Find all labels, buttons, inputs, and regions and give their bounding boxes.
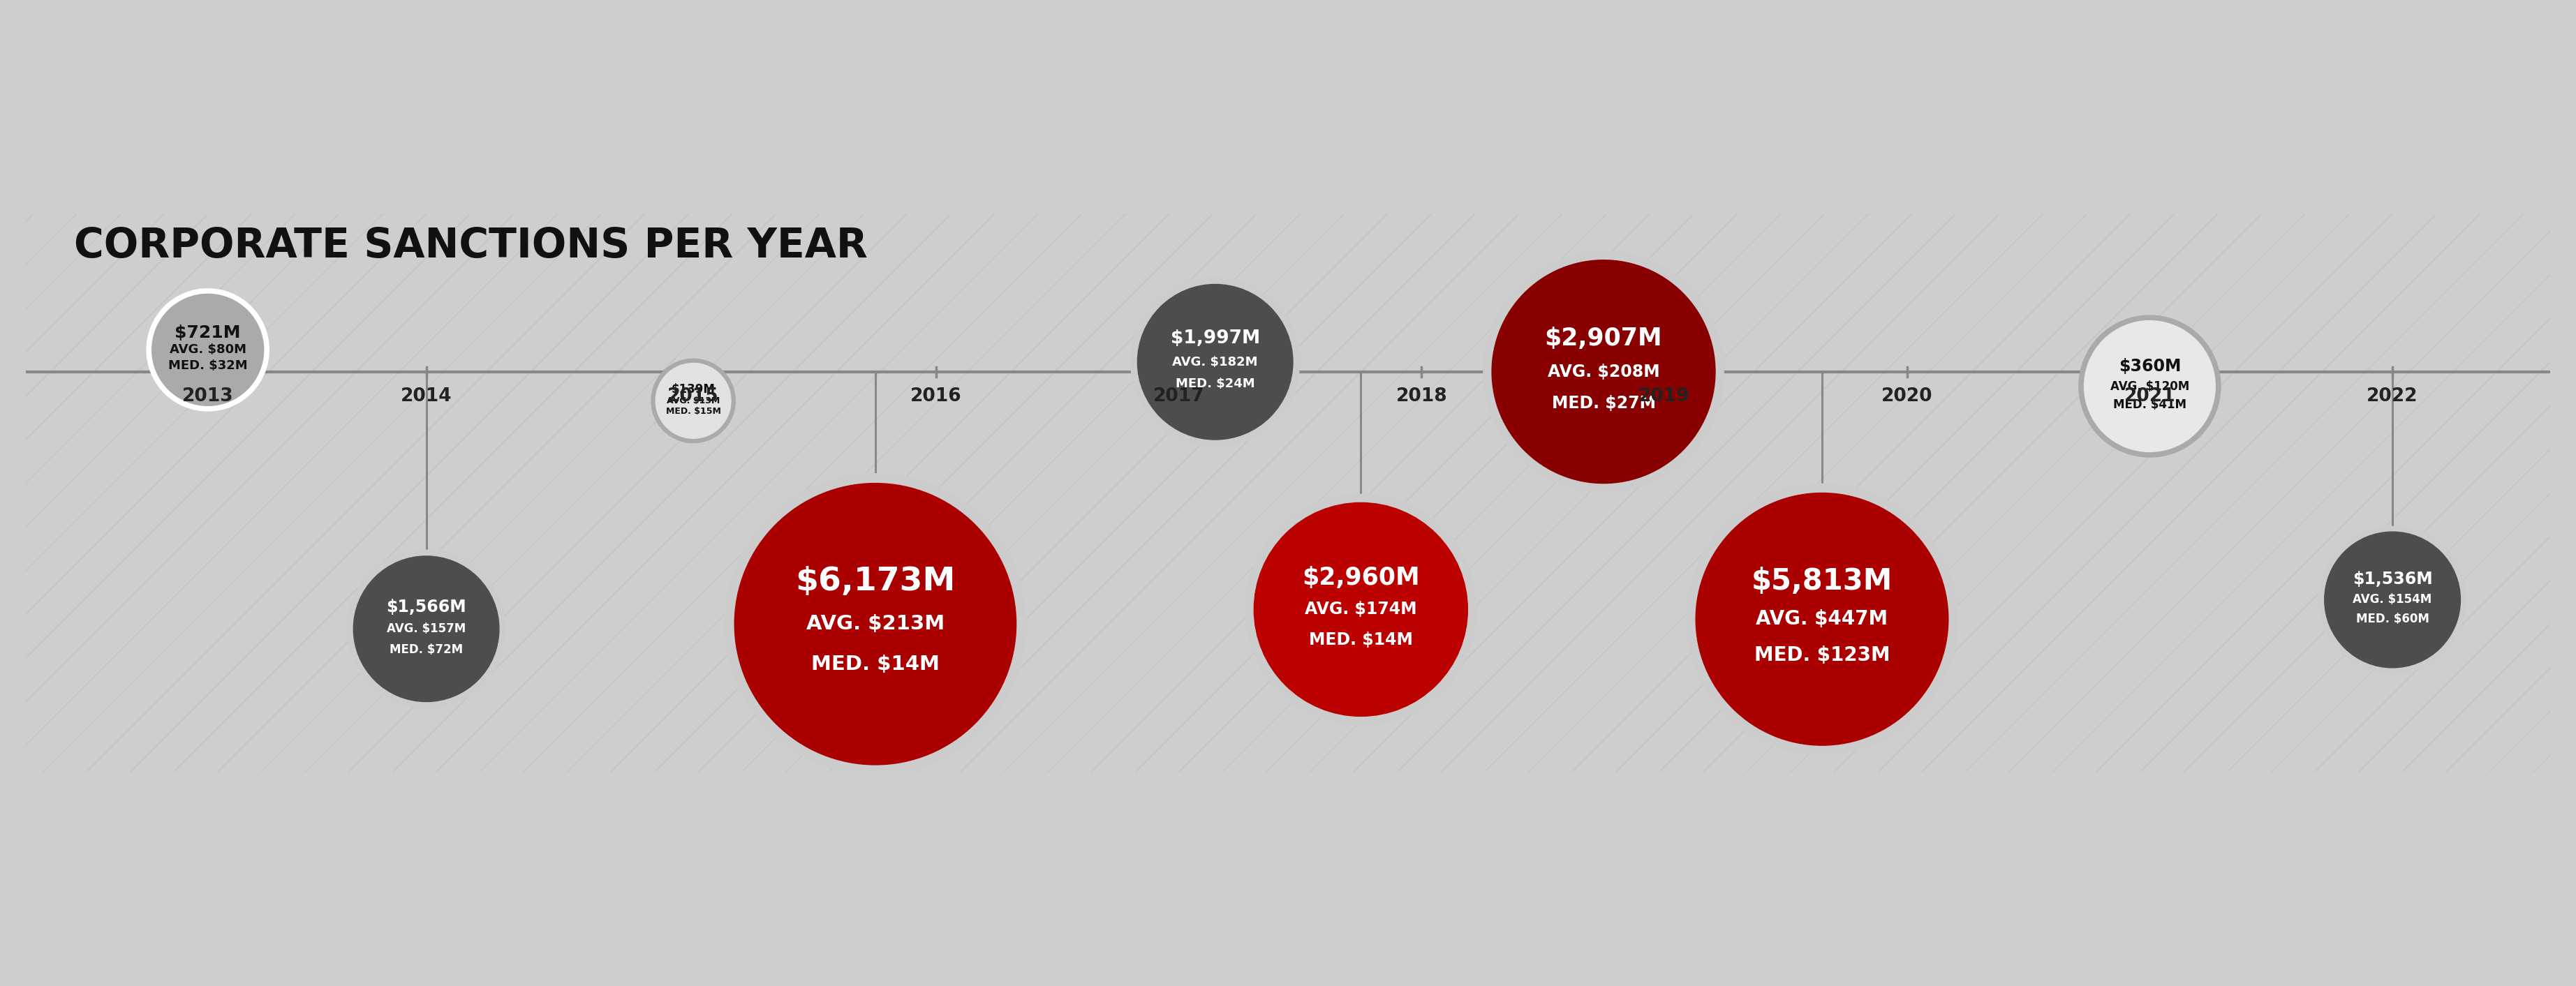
Text: AVG. $154M: AVG. $154M	[2352, 594, 2432, 606]
Text: AVG. $174M: AVG. $174M	[1306, 601, 1417, 618]
Circle shape	[1695, 493, 1947, 745]
Circle shape	[2084, 320, 2215, 452]
Text: MED. $32M: MED. $32M	[167, 360, 247, 372]
Text: MED. $14M: MED. $14M	[1309, 631, 1412, 648]
Text: 2013: 2013	[183, 387, 234, 405]
Text: $6,173M: $6,173M	[796, 566, 956, 598]
Text: AVG. $182M: AVG. $182M	[1172, 356, 1257, 368]
Circle shape	[353, 556, 500, 702]
Text: CORPORATE SANCTIONS PER YEAR: CORPORATE SANCTIONS PER YEAR	[75, 226, 868, 266]
Text: MED. $27M: MED. $27M	[1551, 395, 1656, 412]
Text: 2015: 2015	[667, 387, 719, 405]
Circle shape	[348, 550, 505, 708]
Text: AVG. $120M: AVG. $120M	[2110, 380, 2190, 392]
Circle shape	[1484, 251, 1723, 492]
Text: 2021: 2021	[2125, 387, 2174, 405]
Circle shape	[1687, 484, 1958, 754]
Text: $1,566M: $1,566M	[386, 599, 466, 615]
Text: MED. $41M: MED. $41M	[2112, 398, 2187, 411]
Circle shape	[1492, 260, 1716, 483]
Text: $1,997M: $1,997M	[1170, 329, 1260, 348]
Circle shape	[2318, 527, 2465, 673]
Text: 2020: 2020	[1880, 387, 1932, 405]
Text: 2019: 2019	[1638, 387, 1690, 405]
Circle shape	[657, 363, 732, 439]
Text: $721M: $721M	[175, 324, 240, 341]
Text: MED. $60M: MED. $60M	[2357, 613, 2429, 625]
Text: AVG. $80M: AVG. $80M	[170, 343, 247, 356]
Text: 2022: 2022	[2367, 387, 2419, 405]
Text: $360M: $360M	[2117, 358, 2182, 375]
Text: 2014: 2014	[402, 387, 451, 405]
Text: 2017: 2017	[1154, 387, 1206, 405]
Circle shape	[724, 473, 1025, 774]
Circle shape	[1139, 284, 1293, 440]
Text: MED. $24M: MED. $24M	[1175, 378, 1255, 390]
Text: 2016: 2016	[909, 387, 961, 405]
Text: MED. $72M: MED. $72M	[389, 643, 464, 656]
Text: $2,960M: $2,960M	[1301, 566, 1419, 590]
Circle shape	[1247, 494, 1476, 725]
Text: $5,813M: $5,813M	[1752, 567, 1893, 596]
Text: AVG. $447M: AVG. $447M	[1757, 609, 1888, 629]
Text: $139M: $139M	[672, 384, 716, 395]
Text: $1,536M: $1,536M	[2352, 571, 2432, 588]
Text: $2,907M: $2,907M	[1546, 326, 1662, 350]
Text: AVG. $157M: AVG. $157M	[386, 622, 466, 635]
Circle shape	[2079, 316, 2221, 458]
Circle shape	[152, 294, 263, 405]
Circle shape	[1255, 503, 1468, 716]
Circle shape	[652, 359, 734, 443]
Circle shape	[734, 483, 1015, 765]
Text: AVG. $208M: AVG. $208M	[1548, 363, 1659, 380]
Text: MED. $123M: MED. $123M	[1754, 646, 1891, 665]
Text: MED. $14M: MED. $14M	[811, 655, 940, 673]
Text: 2018: 2018	[1396, 387, 1448, 405]
Circle shape	[2324, 531, 2460, 668]
Text: AVG. $213M: AVG. $213M	[806, 614, 945, 634]
Circle shape	[147, 289, 268, 411]
Text: AVG. $13M: AVG. $13M	[667, 396, 719, 405]
Text: MED. $15M: MED. $15M	[665, 407, 721, 416]
Circle shape	[1131, 277, 1301, 447]
